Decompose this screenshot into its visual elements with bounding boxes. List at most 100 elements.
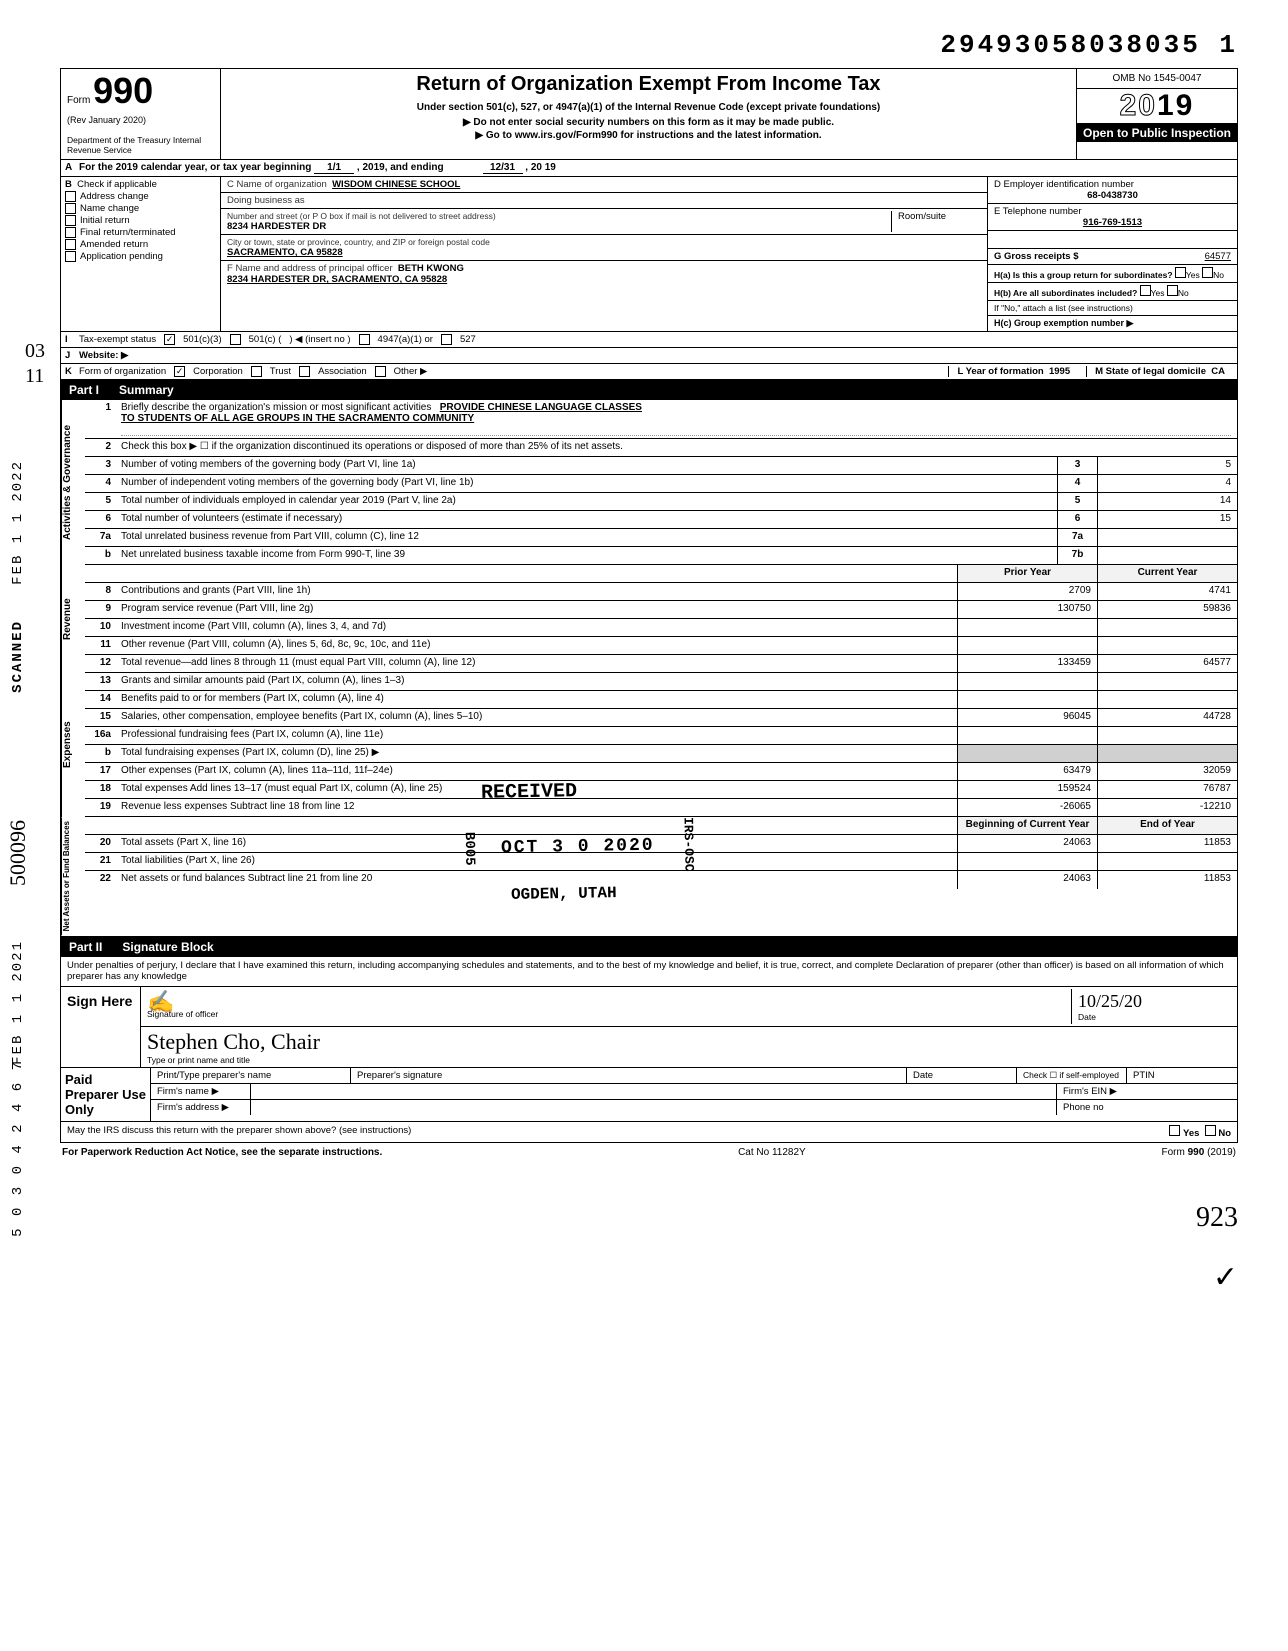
year-formation-label: L Year of formation — [957, 366, 1043, 377]
box-6: 6 — [1057, 511, 1097, 528]
col-b-label: B — [65, 179, 72, 190]
margin-handwritten: 500096 — [5, 820, 31, 886]
py-15: 96045 — [957, 709, 1097, 726]
governance-section: Activities & Governance 1 Briefly descri… — [60, 400, 1238, 565]
chk-trust[interactable] — [251, 366, 262, 377]
chk-address-change[interactable]: Address change — [65, 191, 216, 202]
discuss-no-checkbox[interactable] — [1205, 1125, 1216, 1136]
cy-18: 76787 — [1097, 781, 1237, 798]
chk-initial-return[interactable]: Initial return — [65, 215, 216, 226]
val-3: 5 — [1097, 457, 1237, 474]
opt-corporation: Corporation — [193, 366, 243, 377]
l7a-text: Total unrelated business revenue from Pa… — [115, 529, 1057, 546]
cy-13 — [1097, 673, 1237, 690]
opt-501c: 501(c) ( — [249, 334, 282, 345]
l2-text: Check this box ▶ ☐ if the organization d… — [115, 439, 1237, 456]
year-prefix: 20 — [1120, 89, 1157, 122]
handwritten-number: 923 — [1196, 1202, 1238, 1233]
form-label: Form — [67, 95, 90, 106]
py-12: 133459 — [957, 655, 1097, 672]
hb-no-checkbox[interactable] — [1167, 285, 1178, 296]
ptin-label: PTIN — [1127, 1068, 1237, 1084]
year-formation-value: 1995 — [1049, 366, 1070, 377]
firm-ein-label: Firm's EIN ▶ — [1057, 1084, 1237, 1100]
side-governance: Activities & Governance — [61, 400, 85, 565]
chk-other[interactable] — [375, 366, 386, 377]
chk-527[interactable] — [441, 334, 452, 345]
cy-8: 4741 — [1097, 583, 1237, 600]
hc-label: H(c) Group exemption number ▶ — [994, 318, 1133, 328]
ein-label: D Employer identification number — [994, 179, 1231, 190]
chk-501c[interactable] — [230, 334, 241, 345]
part-i-title: Summary — [119, 383, 174, 397]
type-print-label: Type or print name and title — [147, 1055, 1231, 1065]
yes-label: Yes — [1151, 288, 1165, 298]
py-17: 63479 — [957, 763, 1097, 780]
val-7a — [1097, 529, 1237, 546]
discuss-yes-checkbox[interactable] — [1169, 1125, 1180, 1136]
no-label: No — [1178, 288, 1189, 298]
firm-name-field[interactable] — [251, 1084, 1057, 1100]
hb-yes-checkbox[interactable] — [1140, 285, 1151, 296]
stamp-ogden: OGDEN, UTAH — [511, 884, 617, 904]
l1-mission: PROVIDE CHINESE LANGUAGE CLASSES — [440, 402, 642, 413]
cat-no: Cat No 11282Y — [738, 1147, 806, 1158]
chk-final-return[interactable]: Final return/terminated — [65, 227, 216, 238]
state-domicile-value: CA — [1211, 366, 1225, 377]
sign-here-row: Sign Here ✍ Signature of officer 10/25/2… — [61, 986, 1237, 1067]
revenue-section: Revenue Prior YearCurrent Year 8Contribu… — [60, 565, 1238, 673]
chk-association[interactable] — [299, 366, 310, 377]
row-a-tail: , 20 19 — [525, 162, 556, 173]
py-22: 24063 — [957, 871, 1097, 889]
cy-9: 59836 — [1097, 601, 1237, 618]
chk-label: Application pending — [80, 251, 163, 262]
py-21 — [957, 853, 1097, 870]
l3-text: Number of voting members of the governin… — [115, 457, 1057, 474]
form-department: Department of the Treasury Internal Reve… — [67, 135, 214, 155]
py-16a — [957, 727, 1097, 744]
margin-03: 03 — [25, 340, 45, 363]
stamp-irs-osc: IRS-OSC — [681, 817, 697, 872]
prior-year-hdr: Prior Year — [957, 565, 1097, 582]
chk-4947[interactable] — [359, 334, 370, 345]
row-i-key: I — [61, 332, 75, 347]
paid-preparer-label: Paid Preparer Use Only — [61, 1068, 151, 1121]
l6-text: Total number of volunteers (estimate if … — [115, 511, 1057, 528]
prep-name-label: Print/Type preparer's name — [151, 1068, 351, 1084]
val-6: 15 — [1097, 511, 1237, 528]
cy-14 — [1097, 691, 1237, 708]
prep-date-label: Date — [907, 1068, 1017, 1084]
chk-amended-return[interactable]: Amended return — [65, 239, 216, 250]
l16a-text: Professional fundraising fees (Part IX, … — [115, 727, 957, 744]
ha-no-checkbox[interactable] — [1202, 267, 1213, 278]
sig-officer-label: Signature of officer — [147, 1009, 1071, 1019]
chk-corporation[interactable]: ✓ — [174, 366, 185, 377]
l5-text: Total number of individuals employed in … — [115, 493, 1057, 510]
ha-yes-checkbox[interactable] — [1175, 267, 1186, 278]
cy-19: -12210 — [1097, 799, 1237, 816]
margin-stamp-feb-2022: FEB 1 1 2022 — [10, 460, 26, 585]
chk-501c3[interactable]: ✓ — [164, 334, 175, 345]
discuss-no: No — [1218, 1128, 1231, 1139]
page-footer: For Paperwork Reduction Act Notice, see … — [60, 1143, 1238, 1162]
l14-text: Benefits paid to or for members (Part IX… — [115, 691, 957, 708]
sign-here-label: Sign Here — [61, 987, 141, 1067]
py-10 — [957, 619, 1097, 636]
gross-receipts-label: G Gross receipts $ — [994, 251, 1078, 262]
firm-phone-label: Phone no — [1057, 1100, 1237, 1115]
form-subtitle-2: ▶ Do not enter social security numbers o… — [227, 117, 1070, 128]
chk-label: Amended return — [80, 239, 148, 250]
cy-12: 64577 — [1097, 655, 1237, 672]
opt-association: Association — [318, 366, 367, 377]
l15-text: Salaries, other compensation, employee b… — [115, 709, 957, 726]
chk-label: Address change — [80, 191, 149, 202]
firm-addr-field[interactable] — [251, 1100, 1057, 1115]
officer-signature: ✍ — [147, 989, 1071, 1009]
hb-label: H(b) Are all subordinates included? — [994, 288, 1137, 298]
org-name-label: C Name of organization — [227, 179, 327, 190]
chk-application-pending[interactable]: Application pending — [65, 251, 216, 262]
col-b-checkboxes: B Check if applicable Address change Nam… — [61, 177, 221, 331]
form-title: Return of Organization Exempt From Incom… — [227, 73, 1070, 96]
chk-name-change[interactable]: Name change — [65, 203, 216, 214]
year-suffix: 19 — [1157, 89, 1194, 122]
